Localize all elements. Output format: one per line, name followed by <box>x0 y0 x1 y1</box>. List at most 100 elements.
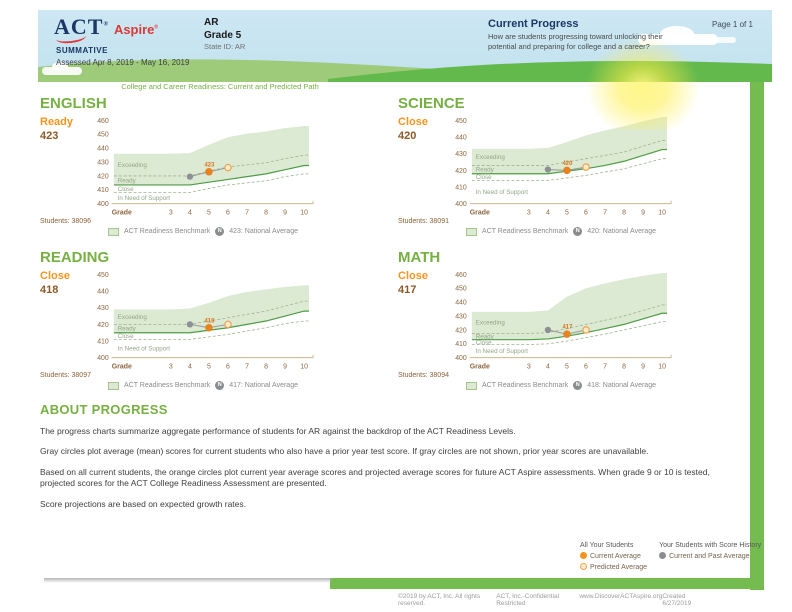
svg-text:450: 450 <box>97 132 109 139</box>
average-score: 418 <box>40 283 59 296</box>
score-legend: All Your Students Current Average Predic… <box>580 542 761 573</box>
registered-mark: ® <box>154 24 159 31</box>
section-title: Current Progress <box>488 18 579 30</box>
svg-text:4: 4 <box>188 210 192 217</box>
assessed-dates: Assessed Apr 8, 2019 - May 16, 2019 <box>56 58 190 67</box>
chart-legend: ACT Readiness Benchmark N 420: National … <box>442 227 680 236</box>
svg-text:430: 430 <box>455 313 467 320</box>
benchmark-swatch-icon <box>465 381 477 390</box>
svg-text:Exceeding: Exceeding <box>476 320 506 327</box>
svg-text:9: 9 <box>641 210 645 217</box>
svg-text:410: 410 <box>97 338 109 345</box>
subject-title: SCIENCE <box>398 95 465 112</box>
svg-text:5: 5 <box>565 364 569 371</box>
about-title: ABOUT PROGRESS <box>40 402 168 417</box>
benchmark-swatch-icon <box>465 227 477 236</box>
page-number: Page 1 of 1 <box>712 20 753 29</box>
national-average-label: 423: National Average <box>229 228 298 235</box>
students-count: Students: 38096 <box>40 218 91 225</box>
predicted-average-icon <box>580 563 587 571</box>
about-paragraph-2: Gray circles plot average (mean) scores … <box>40 446 649 457</box>
svg-text:Ready: Ready <box>118 326 137 333</box>
average-score: 417 <box>398 283 417 296</box>
act-logo-text: ACT® <box>54 14 109 39</box>
grade-label: Grade 5 <box>204 30 242 41</box>
svg-text:7: 7 <box>245 364 249 371</box>
act-aspire-logo: ACT® Aspire® <box>54 14 159 45</box>
svg-text:4: 4 <box>546 210 550 217</box>
current-past-average-icon <box>659 552 667 559</box>
svg-text:420: 420 <box>97 173 109 180</box>
svg-text:Close: Close <box>476 174 492 181</box>
cloud-icon <box>42 67 82 75</box>
svg-text:8: 8 <box>622 364 626 371</box>
svg-text:450: 450 <box>455 118 467 125</box>
footer: ©2019 by ACT, Inc. All rights reserved. … <box>398 593 710 607</box>
subject-panel-science: SCIENCE Close 420 Students: 38091 Exceed… <box>398 95 733 246</box>
cloud-icon <box>52 62 68 71</box>
predicted-average-item: Predicted Average <box>580 562 647 573</box>
about-progress-section: ABOUT PROGRESS The progress charts summa… <box>40 402 746 510</box>
svg-text:5: 5 <box>207 210 211 217</box>
footer-url: www.DiscoverACTAspire.org <box>579 593 663 600</box>
benchmark-legend-label: ACT Readiness Benchmark <box>481 382 569 389</box>
svg-text:420: 420 <box>455 327 467 334</box>
svg-text:430: 430 <box>97 305 109 312</box>
national-average-icon: N <box>215 227 225 236</box>
svg-text:440: 440 <box>97 288 109 295</box>
subject-title: READING <box>40 249 110 266</box>
org-block: AR Grade 5 State ID: AR <box>204 16 245 51</box>
svg-text:423: 423 <box>204 162 215 168</box>
average-score: 423 <box>40 129 59 142</box>
national-average-icon: N <box>215 381 225 390</box>
svg-text:10: 10 <box>658 210 666 217</box>
svg-text:400: 400 <box>97 201 109 208</box>
current-past-average-item: Current and Past Average <box>659 551 761 562</box>
national-average-label: 418: National Average <box>587 382 656 389</box>
svg-text:Exceeding: Exceeding <box>118 314 148 321</box>
national-average-label: 420: National Average <box>587 228 656 235</box>
benchmark-swatch-icon <box>107 381 119 390</box>
svg-text:440: 440 <box>455 134 467 141</box>
svg-text:Close: Close <box>118 333 134 340</box>
national-average-icon: N <box>573 381 583 390</box>
svg-text:7: 7 <box>603 210 607 217</box>
footer-created: Created 6/27/2019 <box>662 593 692 607</box>
svg-text:400: 400 <box>455 201 467 208</box>
students-count: Students: 38094 <box>398 372 449 379</box>
readiness-status: Close <box>398 269 428 282</box>
svg-text:Close: Close <box>476 339 492 346</box>
svg-text:8: 8 <box>622 210 626 217</box>
svg-text:3: 3 <box>527 364 531 371</box>
svg-text:460: 460 <box>455 272 467 279</box>
benchmark-swatch-icon <box>107 227 119 236</box>
registered-mark: ® <box>103 21 109 28</box>
svg-text:In Need of Support: In Need of Support <box>118 346 171 353</box>
svg-text:3: 3 <box>169 210 173 217</box>
readiness-status: Close <box>398 115 428 128</box>
svg-text:Grade: Grade <box>112 210 132 217</box>
about-paragraph-1: The progress charts summarize aggregate … <box>40 426 516 436</box>
about-paragraph-3: Based on all current students, the orang… <box>40 466 710 489</box>
page-shadow <box>44 577 332 583</box>
svg-text:8: 8 <box>264 364 268 371</box>
svg-text:460: 460 <box>97 118 109 125</box>
subject-title: ENGLISH <box>40 95 107 112</box>
current-average-item: Current Average <box>580 551 647 562</box>
svg-text:440: 440 <box>97 146 109 153</box>
all-students-column: All Your Students Current Average Predic… <box>580 542 647 573</box>
svg-text:410: 410 <box>455 341 467 348</box>
svg-text:10: 10 <box>658 364 666 371</box>
section-description: How are students progressing toward unlo… <box>488 32 663 51</box>
svg-text:420: 420 <box>97 322 109 329</box>
students-count: Students: 38091 <box>398 218 449 225</box>
svg-text:Ready: Ready <box>476 167 495 174</box>
section-block: Current Progress How are students progre… <box>488 18 666 52</box>
svg-text:9: 9 <box>641 364 645 371</box>
svg-text:410: 410 <box>97 187 109 194</box>
svg-text:8: 8 <box>264 210 268 217</box>
